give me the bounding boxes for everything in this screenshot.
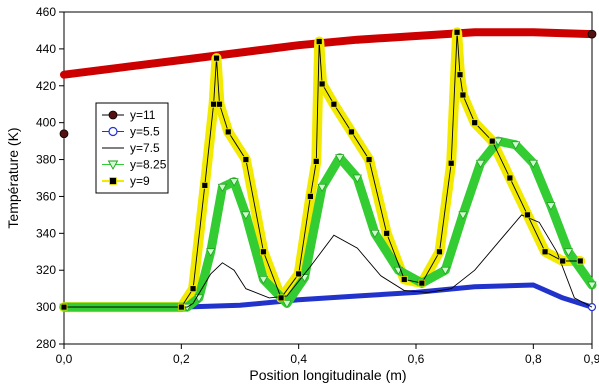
- legend-label: y=8.25: [130, 158, 167, 172]
- series-point-y11: [59, 129, 69, 139]
- legend-label: y=7.5: [130, 141, 160, 155]
- legend: y=11 y=5.5 y=7.5 y=8.25 y=9: [95, 102, 169, 194]
- series-marker-y9: [177, 303, 185, 311]
- x-axis-label: Position longitudinale (m): [249, 367, 406, 383]
- series-line-y9: [64, 32, 581, 308]
- series-marker-y8_25: [206, 248, 216, 257]
- series-marker-y9: [488, 137, 496, 145]
- series-marker-y9: [559, 257, 567, 265]
- series-marker-y9: [459, 91, 467, 99]
- series-marker-y9: [365, 156, 373, 163]
- series-marker-y9: [506, 174, 514, 182]
- y-tick-label: 300: [36, 300, 56, 314]
- legend-marker: [107, 160, 119, 170]
- series-marker-y9: [60, 303, 68, 311]
- plot-area-border: [63, 11, 593, 345]
- series-marker-y9: [400, 276, 408, 283]
- series-line-y11: [60, 28, 596, 79]
- y-axis-label: Température (K): [5, 127, 21, 228]
- series-marker-y8_25: [258, 276, 269, 285]
- series-marker-y8_25: [217, 183, 228, 192]
- series-marker-y9: [447, 159, 455, 167]
- series-marker-y8_25: [370, 229, 380, 239]
- legend-marker: [108, 110, 118, 120]
- series-marker-y9: [189, 285, 197, 293]
- series-marker-y9: [295, 270, 303, 278]
- series-marker-y8_25: [475, 159, 486, 168]
- series-marker-y8_25: [546, 202, 556, 211]
- series-marker-y8_25: [511, 141, 521, 150]
- series-line-y7_5: [64, 214, 593, 308]
- y-tick-label: 320: [36, 263, 56, 277]
- series-marker-y9: [277, 294, 285, 302]
- series-marker-y9: [418, 279, 426, 287]
- series-layer: [59, 27, 597, 313]
- axis-ticks: 280 300 320 340 360 380 400 420 440 460 0,0 0,2 0,4 0…: [36, 5, 599, 366]
- series-marker-y9: [224, 128, 232, 136]
- series-marker-y9: [453, 28, 461, 36]
- y-tick-label: 380: [36, 153, 56, 167]
- series-marker-y8_25: [563, 248, 574, 257]
- series-marker-y8_25: [587, 281, 597, 290]
- x-tick-label: 0,2: [173, 352, 190, 366]
- y-tick-label: 420: [36, 79, 56, 93]
- series-marker-y9: [576, 257, 584, 265]
- series-marker-y9: [242, 156, 250, 163]
- plot-frame: [63, 11, 593, 345]
- series-marker-y9: [306, 193, 314, 200]
- series-marker-y8_25: [229, 178, 239, 187]
- series-point-y5_5: [587, 303, 597, 312]
- legend-entry: y=8.25: [102, 158, 167, 172]
- series-marker-y9: [318, 80, 326, 88]
- series-marker-y9: [210, 100, 218, 108]
- series-marker-y9: [456, 71, 464, 79]
- series-marker-y9: [348, 128, 355, 136]
- series-marker-y9: [524, 211, 531, 219]
- series-marker-y8_25: [493, 137, 503, 146]
- series-marker-y8_25: [241, 211, 251, 220]
- x-tick-label: 0,4: [290, 352, 307, 366]
- y-tick-label: 360: [36, 189, 56, 203]
- x-tick-label: 0,8: [525, 352, 542, 366]
- series-marker-y9: [201, 181, 209, 189]
- series-marker-y8_25: [458, 211, 468, 220]
- series-marker-y8_25: [352, 174, 362, 183]
- legend-label: y=9: [130, 174, 150, 188]
- y-tick-label: 460: [36, 5, 56, 19]
- legend-label: y=5.5: [130, 125, 160, 139]
- series-marker-y8_25: [317, 183, 327, 192]
- series-marker-y9: [383, 229, 391, 237]
- series-marker-y8_25: [282, 300, 292, 309]
- series-marker-y9: [330, 100, 338, 108]
- series-marker-y8_25: [440, 266, 450, 275]
- series-point-y11: [587, 29, 597, 39]
- y-tick-label: 340: [36, 226, 56, 240]
- x-tick-label: 0,9: [584, 352, 599, 366]
- series-marker-y9: [436, 248, 443, 256]
- y-tick-label: 280: [36, 337, 56, 351]
- series-marker-y9: [216, 100, 223, 108]
- legend-box: [95, 102, 169, 194]
- series-marker-y9: [213, 54, 220, 62]
- series-marker-y9: [260, 248, 267, 256]
- legend-entry: y=7.5: [102, 141, 160, 155]
- x-tick-label: 0,0: [56, 352, 73, 366]
- legend-entry: y=9: [102, 174, 150, 188]
- series-marker-y9: [315, 38, 323, 45]
- y-tick-label: 440: [36, 42, 56, 56]
- legend-entry: y=11: [102, 108, 156, 122]
- legend-entry: y=5.5: [102, 125, 160, 139]
- series-marker-y9: [541, 248, 549, 256]
- y-tick-label: 400: [36, 116, 56, 130]
- series-marker-y8_25: [335, 154, 345, 163]
- series-marker-y8_25: [528, 159, 538, 168]
- series-marker-y9: [471, 119, 479, 127]
- x-tick-label: 0,6: [408, 352, 425, 366]
- legend-label: y=11: [130, 108, 156, 122]
- series-marker-y9: [312, 157, 320, 165]
- legend-marker: [109, 177, 117, 185]
- legend-marker: [108, 126, 118, 137]
